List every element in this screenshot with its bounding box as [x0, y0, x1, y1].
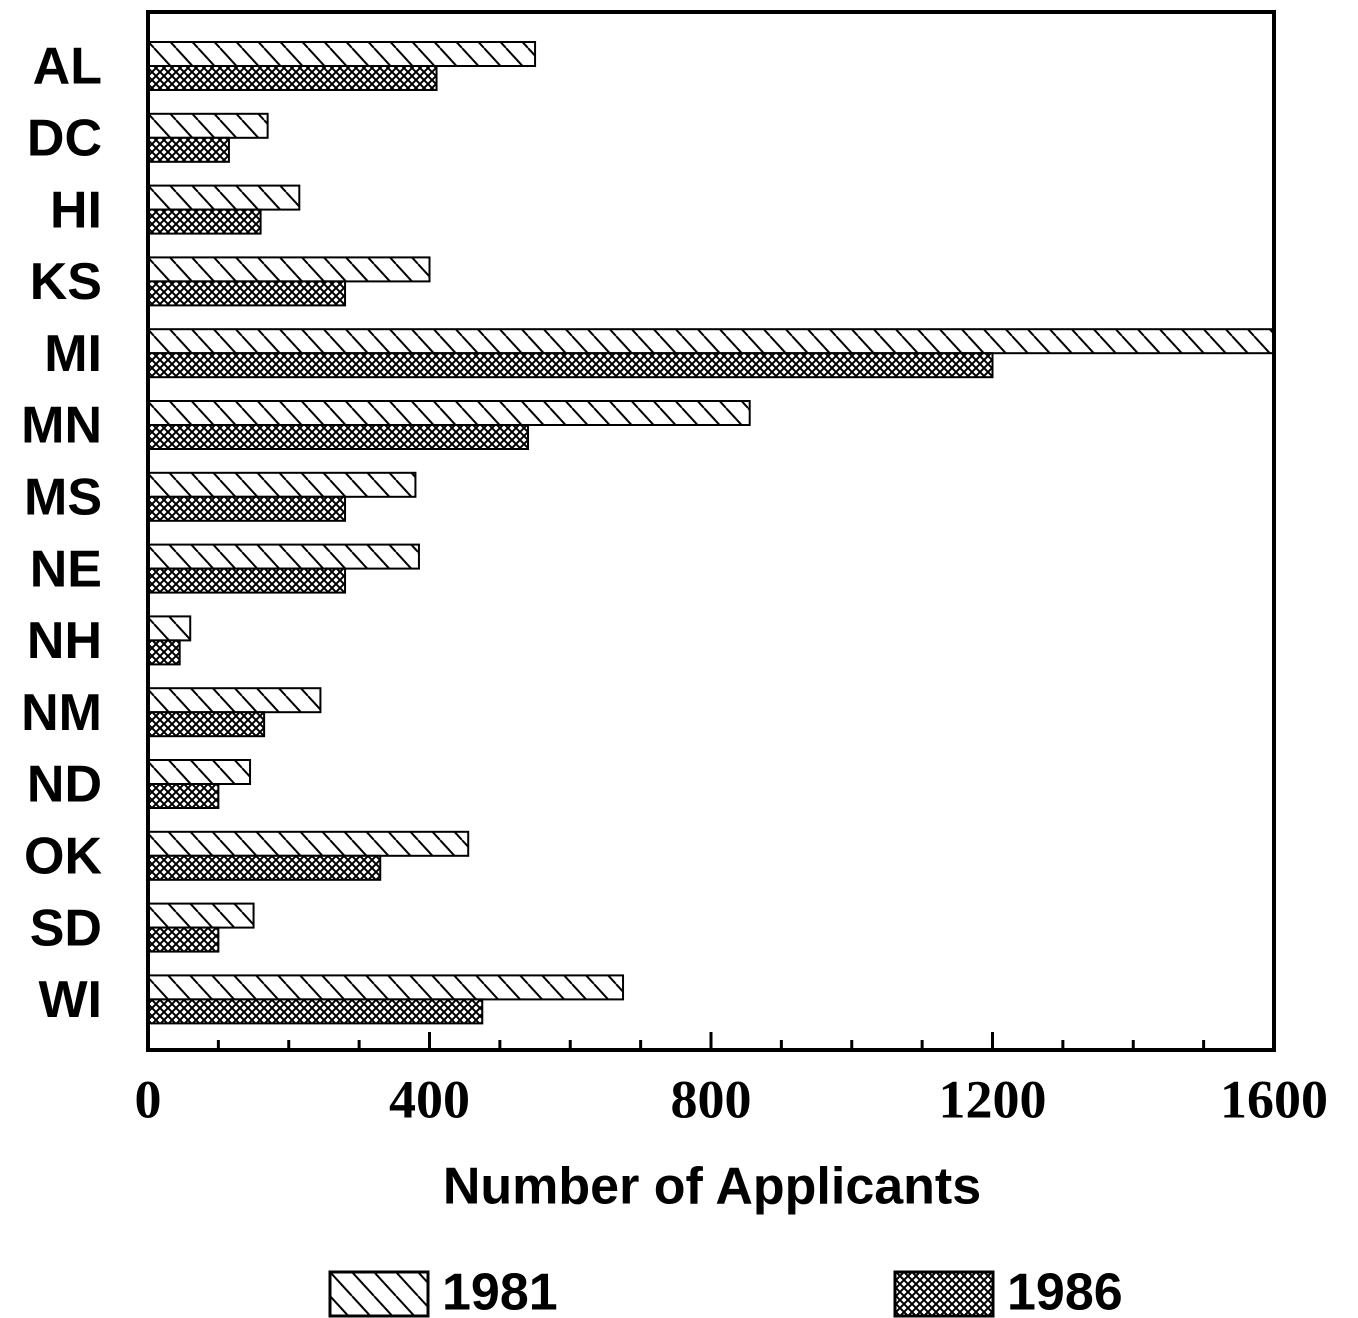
bar	[147, 471, 417, 498]
bar	[147, 184, 301, 211]
y-tick-label: MN	[21, 397, 102, 455]
bar	[147, 328, 1275, 355]
bar	[147, 424, 530, 450]
bar	[147, 41, 537, 67]
y-tick-label: HI	[50, 181, 102, 239]
y-tick-label: NH	[27, 612, 102, 670]
legend-swatch	[893, 1270, 995, 1318]
bar	[147, 615, 192, 642]
y-tick-label: ND	[27, 756, 102, 814]
bar	[147, 974, 625, 1001]
bar	[147, 926, 220, 953]
bar	[147, 280, 347, 307]
y-tick-label: OK	[24, 828, 102, 886]
plot-frame	[146, 10, 1276, 1052]
bar	[147, 783, 220, 809]
y-tick-label: NM	[21, 684, 102, 742]
bar	[147, 639, 181, 666]
x-tick-label: 800	[671, 1069, 752, 1129]
bar	[147, 543, 420, 570]
bar	[147, 998, 484, 1025]
x-tick-label: 400	[389, 1069, 470, 1129]
x-tick-label: 0	[135, 1069, 162, 1129]
bar	[147, 830, 470, 857]
y-tick-label: NE	[30, 540, 102, 598]
bar	[147, 687, 322, 714]
bar	[147, 400, 751, 426]
y-tick-label: WI	[38, 971, 102, 1029]
y-tick-label: DC	[27, 110, 102, 168]
bar	[147, 65, 438, 91]
bar	[147, 112, 269, 139]
bar	[147, 759, 252, 785]
bar	[147, 352, 994, 379]
y-tick-label: MS	[24, 469, 102, 527]
legend-label: 1981	[442, 1264, 558, 1318]
bar	[147, 711, 266, 738]
y-tick-label: KS	[30, 253, 102, 311]
x-tick-label: 1200	[939, 1069, 1047, 1129]
bar	[147, 136, 230, 163]
legend-label: 1986	[1007, 1264, 1123, 1318]
y-tick-label: SD	[30, 899, 102, 957]
bar	[147, 495, 347, 522]
y-tick-label: AL	[33, 38, 102, 96]
bar	[147, 208, 262, 235]
bar	[147, 854, 382, 881]
x-axis-label: Number of Applicants	[443, 1158, 981, 1216]
x-tick-label: 1600	[1220, 1069, 1328, 1129]
y-tick-label: MI	[44, 325, 102, 383]
bar	[147, 902, 255, 929]
bar	[147, 256, 431, 283]
bar	[147, 567, 347, 594]
legend-swatch	[328, 1270, 430, 1318]
